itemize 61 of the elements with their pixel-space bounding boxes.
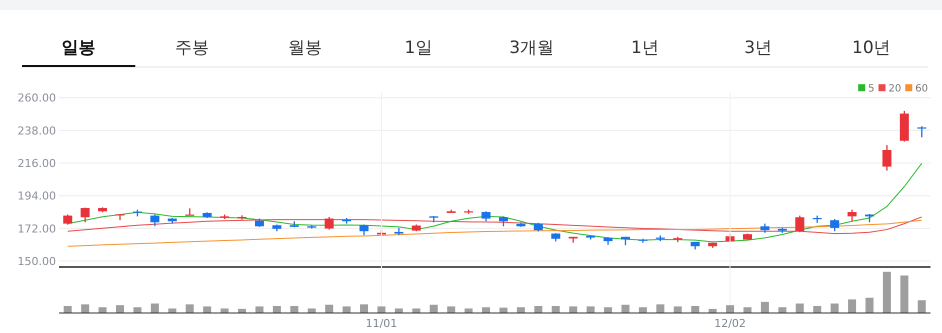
- bar: [760, 302, 769, 313]
- bar: [882, 272, 891, 313]
- text: 월봉: [288, 38, 322, 58]
- bar: [830, 304, 839, 313]
- x-tick-label: 12/02: [714, 317, 746, 330]
- bar: [325, 304, 334, 313]
- text: 주봉: [174, 38, 209, 58]
- text: 1일: [404, 38, 432, 58]
- y-tick-label: 216.00: [18, 157, 56, 170]
- bar: [586, 306, 595, 313]
- bar: [691, 306, 700, 313]
- bar: [186, 304, 194, 313]
- bar: [552, 306, 560, 313]
- bar: [900, 276, 908, 313]
- bar: [743, 307, 752, 313]
- bar: [516, 307, 525, 313]
- bar: [499, 308, 508, 313]
- bar: [255, 306, 264, 313]
- y-tick-label: 260.00: [18, 92, 56, 105]
- bar: [674, 306, 682, 313]
- bar: [621, 304, 630, 313]
- bar: [638, 307, 647, 313]
- bar: [203, 306, 212, 313]
- text: 10년: [852, 38, 891, 58]
- bar: [865, 298, 874, 313]
- bar: [133, 307, 142, 313]
- y-tick-label: 150.00: [18, 255, 56, 268]
- bar: [377, 306, 386, 313]
- y-tick-label: 238.00: [18, 124, 56, 138]
- bar: [848, 299, 856, 313]
- bar: [116, 305, 124, 313]
- text: 3년: [744, 38, 772, 58]
- y-tick-label: 194.00: [18, 190, 56, 203]
- bar: [534, 306, 542, 313]
- bar: [726, 305, 734, 313]
- y-tick-label: 172.00: [18, 222, 56, 236]
- bar: [64, 306, 72, 313]
- bar: [98, 307, 107, 313]
- bar: [150, 304, 159, 313]
- x-tick-label: 11/01: [366, 317, 398, 330]
- legend-label: 5: [868, 84, 875, 95]
- bar: [918, 300, 926, 313]
- bar: [447, 306, 456, 313]
- bar: [796, 304, 804, 313]
- bar: [604, 307, 612, 313]
- bar: [813, 306, 822, 313]
- bar: [360, 304, 368, 313]
- bar: [342, 306, 351, 313]
- bar: [569, 306, 578, 313]
- legend-label: 60: [915, 84, 928, 95]
- text: 일봉: [62, 38, 96, 58]
- bar: [272, 306, 281, 313]
- bar: [430, 304, 438, 313]
- legend-label: 20: [888, 84, 902, 95]
- text: 3개월: [509, 38, 554, 58]
- bar: [81, 304, 90, 313]
- text: 1년: [630, 38, 659, 58]
- bar: [778, 307, 786, 313]
- bar: [656, 304, 664, 313]
- bar: [482, 307, 490, 313]
- bar: [290, 306, 298, 313]
